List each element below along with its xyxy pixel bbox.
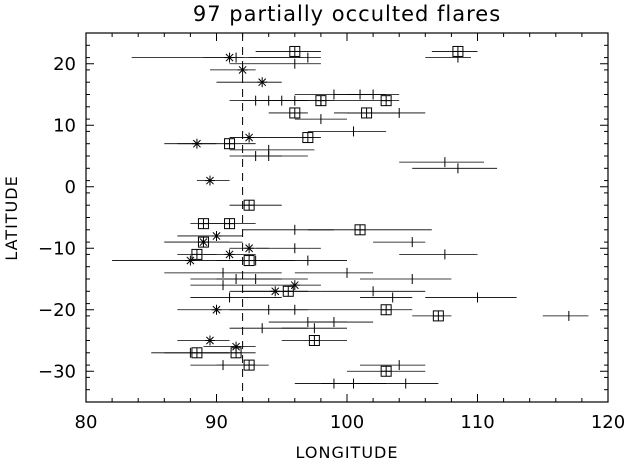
x-axis-label: LONGITUDE [296,443,399,462]
flare-point-square [281,335,347,346]
flare-point-square [255,45,321,57]
x-tick-label: 100 [330,412,364,433]
flare-point-plus [164,267,282,278]
flare-point-plus [294,267,374,278]
flare-point-square [229,199,282,211]
flare-point-plus [229,58,321,69]
flare-point-plus [425,292,517,303]
y-tick-label: −20 [38,300,76,321]
y-tick-label: 10 [53,115,76,136]
flare-point-square [333,107,400,119]
flare-point-asterisk [216,77,282,88]
y-axis-label: LATITUDE [2,175,21,260]
x-tick-label: 110 [460,412,494,433]
flare-point-asterisk [209,64,256,75]
flare-point-plus [307,317,374,328]
flare-point-square [268,132,321,144]
flare-point-asterisk [203,341,256,352]
flare-point-plus [307,126,387,137]
flare-point-asterisk [177,304,256,315]
flare-point-plus [425,52,471,63]
flare-point-plus [399,157,485,168]
plot-frame [85,32,609,403]
y-tick-label: 20 [53,54,76,75]
axis-ticks: 80 90 100 110 120 −30 −20 −10 0 10 20 [38,32,625,433]
x-tick-label: 120 [591,412,625,433]
flare-point-plus [360,360,426,371]
flare-point-plus [320,286,426,297]
flare-point-plus [412,163,498,174]
flare-point-square [431,45,478,57]
flare-point-asterisk [164,138,217,149]
flare-point-square [347,95,400,107]
flare-point-asterisk [229,286,308,297]
flare-point-square [347,365,426,377]
flare-point-plus [216,274,308,284]
x-tick-label: 90 [205,412,228,433]
flare-point-plus [347,89,400,100]
flare-point-square [268,107,308,119]
flare-point-plus [542,310,589,321]
flare-point-plus [399,249,478,260]
flare-point-asterisk [112,255,256,266]
flare-point-plus [360,378,439,389]
flare-point-asterisk [229,132,269,143]
flare-point-asterisk [196,175,230,186]
flare-point-asterisk [177,230,243,241]
y-tick-label: −30 [38,361,76,382]
flare-point-asterisk [203,249,256,260]
flare-point-asterisk [164,237,230,248]
flare-point-square [203,218,256,230]
flare-point-square [347,304,413,316]
flare-point-asterisk [255,280,321,291]
y-tick-label: 0 [65,177,76,198]
flare-point-square [307,224,432,236]
data-marks [112,33,589,402]
flare-point-plus [249,52,321,63]
flare-point-plus [360,274,452,284]
flare-point-plus [373,237,426,248]
flare-point-square [412,310,452,322]
flare-point-plus [242,151,308,161]
flare-point-square [203,347,256,359]
chart-title: 97 partially occulted flares [193,2,501,26]
flare-point-asterisk [203,52,243,63]
flare-point-asterisk [229,243,269,254]
flare-point-square [216,359,269,371]
y-tick-label: −10 [38,238,76,259]
flare-point-plus [360,292,413,303]
flare-point-asterisk [177,335,230,346]
flare-point-plus [294,114,347,125]
flare-point-square [294,95,347,107]
flare-point-plus [190,292,282,303]
x-tick-label: 80 [75,412,98,433]
flare-point-plus [190,280,256,291]
flare-point-plus [281,323,347,334]
